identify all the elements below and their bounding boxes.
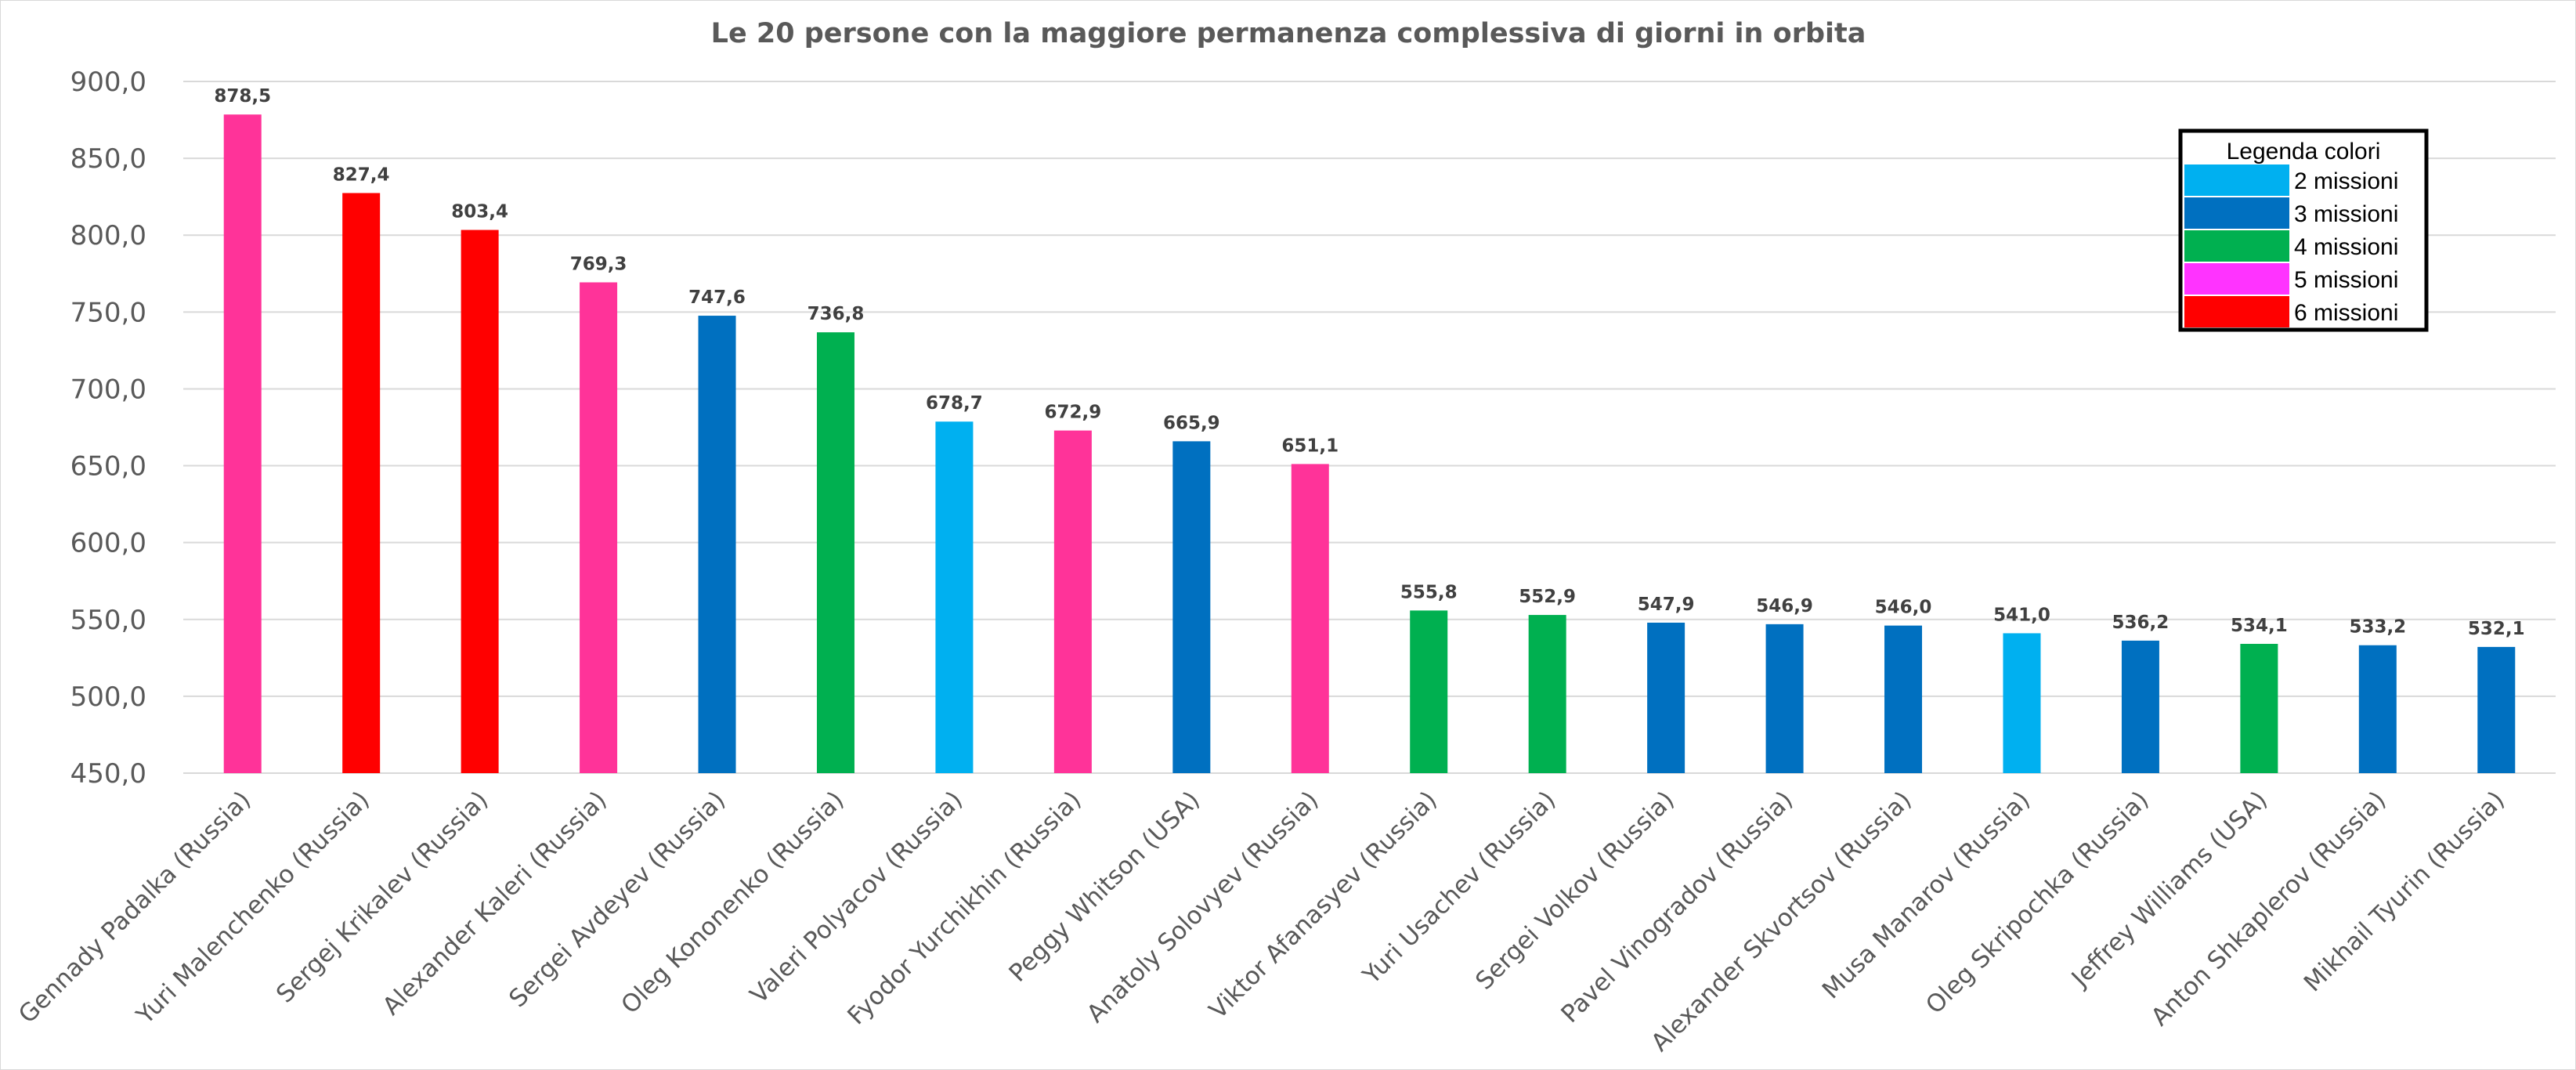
x-tick-label: Sergei Volkov (Russia) (1470, 786, 1680, 996)
legend: Legenda colori 2 missioni 3 missioni 4 mis… (2178, 128, 2429, 332)
y-tick-label: 550,0 (70, 605, 146, 636)
y-tick-label: 450,0 (70, 758, 146, 790)
y-axis-ticks: 450,0 500,0 550,0 600,0 650,0 700,0 750,0 800,0… (70, 67, 146, 790)
legend-entry-label: 4 missioni (2294, 234, 2398, 260)
x-tick-label: Yuri Usachev (Russia) (1357, 786, 1561, 990)
legend-swatch (2184, 263, 2289, 295)
data-label: 747,6 (688, 287, 746, 308)
bar (342, 193, 381, 773)
legend-entries: 2 missioni 3 missioni 4 missioni 5 missioni… (2184, 164, 2398, 327)
bar (2003, 633, 2041, 773)
y-tick-label: 800,0 (70, 220, 146, 251)
bar (1053, 430, 1092, 773)
legend-swatch (2184, 296, 2289, 327)
bar (223, 114, 262, 774)
data-label: 532,1 (2468, 619, 2525, 639)
x-tick-label: Fyodor Yurchikhin (Russia) (842, 786, 1086, 1030)
y-tick-label: 500,0 (70, 681, 146, 713)
bar (1172, 441, 1211, 773)
bar (1765, 624, 1804, 773)
y-tick-label: 650,0 (70, 451, 146, 483)
data-labels: 878,5 827,4 803,4 769,3 747,6 736,8 678,7 672,9… (214, 86, 2524, 639)
data-label: 651,1 (1281, 436, 1339, 456)
data-label: 769,3 (570, 254, 627, 274)
x-tick-label: Mikhail Tyurin (Russia) (2299, 786, 2510, 997)
bar (935, 421, 974, 773)
y-tick-label: 750,0 (70, 297, 146, 328)
data-label: 672,9 (1044, 403, 1101, 423)
y-tick-label: 850,0 (70, 143, 146, 175)
legend-title: Legenda colori (2227, 139, 2381, 164)
data-label: 827,4 (333, 164, 390, 185)
chart-title: Le 20 persone con la maggiore permanenza… (711, 18, 1866, 49)
x-tick-label: Anatoly Solovyev (Russia) (1082, 786, 1324, 1028)
y-tick-label: 900,0 (70, 67, 146, 98)
data-label: 546,9 (1756, 596, 1813, 616)
x-tick-label: Sergei Avdeyev (Russia) (504, 786, 731, 1013)
gridlines (183, 81, 2556, 774)
bar (1291, 464, 1329, 773)
data-label: 536,2 (2112, 613, 2170, 633)
bar (1884, 625, 1923, 773)
legend-swatch (2184, 164, 2289, 196)
x-tick-label: Valeri Polyacov (Russia) (745, 786, 968, 1009)
x-tick-label: Yuri Malenchenko (Russia) (131, 786, 375, 1030)
bars (223, 114, 2516, 774)
data-label: 534,1 (2231, 616, 2288, 636)
x-tick-label: Alexander Skvortsov (Russia) (1646, 786, 1917, 1057)
bar (816, 332, 854, 773)
x-tick-label: Jeffrey Williams (USA) (2065, 786, 2273, 993)
x-tick-label: Musa Manarov (Russia) (1817, 786, 2036, 1004)
x-tick-label: Alexander Kaleri (Russia) (378, 786, 612, 1021)
x-tick-label: Viktor Afanasyev (Russia) (1204, 786, 1443, 1025)
x-tick-label: Pavel Vinogradov (Russia) (1555, 786, 1798, 1028)
x-tick-label: Sergej Krikalev (Russia) (271, 786, 493, 1008)
bar (2358, 645, 2397, 773)
data-label: 736,8 (807, 304, 865, 324)
x-tick-label: Gennady Padalka (Russia) (13, 786, 256, 1028)
data-label: 665,9 (1163, 413, 1220, 433)
legend-entry-label: 5 missioni (2294, 267, 2398, 293)
data-label: 533,2 (2349, 617, 2406, 638)
data-label: 555,8 (1400, 582, 1458, 602)
legend-swatch (2184, 197, 2289, 229)
data-label: 552,9 (1519, 587, 1576, 607)
y-tick-label: 700,0 (70, 374, 146, 405)
legend-entry-label: 3 missioni (2294, 201, 2398, 227)
data-label: 678,7 (926, 393, 983, 414)
bar (698, 316, 736, 773)
data-label: 803,4 (451, 202, 508, 222)
bar (580, 282, 618, 774)
data-label: 878,5 (214, 86, 271, 107)
legend-entry-label: 2 missioni (2294, 168, 2398, 194)
legend-swatch (2184, 230, 2289, 262)
legend-entry-label: 6 missioni (2294, 300, 2398, 326)
x-tick-label: Oleg Kononenko (Russia) (616, 786, 849, 1019)
bar (1647, 622, 1685, 773)
bar (2240, 643, 2278, 773)
x-tick-label: Peggy Whitson (USA) (1003, 786, 1205, 988)
data-label: 547,9 (1638, 595, 1695, 615)
bar (1528, 615, 1566, 773)
y-tick-label: 600,0 (70, 528, 146, 559)
bar (2477, 646, 2516, 773)
data-label: 546,0 (1875, 598, 1932, 618)
x-axis-categories: Gennady Padalka (Russia)Yuri Malenchenko… (13, 786, 2510, 1057)
bar (461, 230, 499, 773)
x-tick-label: Anton Shkaplerov (Russia) (2146, 786, 2392, 1032)
bar (2121, 640, 2159, 773)
data-label: 541,0 (1993, 605, 2050, 625)
legend-box (2178, 128, 2429, 332)
x-tick-label: Oleg Skripochka (Russia) (1920, 786, 2154, 1019)
bar (1410, 610, 1448, 773)
